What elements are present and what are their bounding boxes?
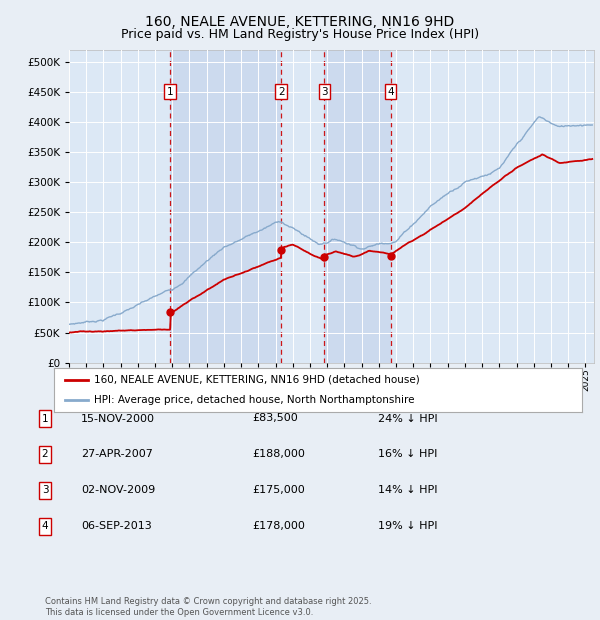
Text: 1: 1 <box>41 414 49 423</box>
Text: 15-NOV-2000: 15-NOV-2000 <box>81 414 155 423</box>
Text: 3: 3 <box>41 485 49 495</box>
Text: 14% ↓ HPI: 14% ↓ HPI <box>378 485 437 495</box>
Text: Price paid vs. HM Land Registry's House Price Index (HPI): Price paid vs. HM Land Registry's House … <box>121 28 479 41</box>
Text: 4: 4 <box>41 521 49 531</box>
Text: £83,500: £83,500 <box>252 414 298 423</box>
Text: 16% ↓ HPI: 16% ↓ HPI <box>378 450 437 459</box>
Text: £178,000: £178,000 <box>252 521 305 531</box>
Text: £188,000: £188,000 <box>252 450 305 459</box>
Bar <box>325 50 391 363</box>
Text: £175,000: £175,000 <box>252 485 305 495</box>
Text: 02-NOV-2009: 02-NOV-2009 <box>81 485 155 495</box>
Text: 06-SEP-2013: 06-SEP-2013 <box>81 521 152 531</box>
Bar <box>170 50 281 363</box>
Text: 2: 2 <box>278 87 284 97</box>
Text: 3: 3 <box>321 87 328 97</box>
Text: 4: 4 <box>387 87 394 97</box>
Text: 19% ↓ HPI: 19% ↓ HPI <box>378 521 437 531</box>
Text: Contains HM Land Registry data © Crown copyright and database right 2025.
This d: Contains HM Land Registry data © Crown c… <box>45 598 371 617</box>
Text: 1: 1 <box>167 87 173 97</box>
Text: 27-APR-2007: 27-APR-2007 <box>81 450 153 459</box>
Text: HPI: Average price, detached house, North Northamptonshire: HPI: Average price, detached house, Nort… <box>94 395 414 405</box>
Text: 2: 2 <box>41 450 49 459</box>
Text: 24% ↓ HPI: 24% ↓ HPI <box>378 414 437 423</box>
Text: 160, NEALE AVENUE, KETTERING, NN16 9HD: 160, NEALE AVENUE, KETTERING, NN16 9HD <box>145 16 455 30</box>
Text: 160, NEALE AVENUE, KETTERING, NN16 9HD (detached house): 160, NEALE AVENUE, KETTERING, NN16 9HD (… <box>94 374 419 385</box>
